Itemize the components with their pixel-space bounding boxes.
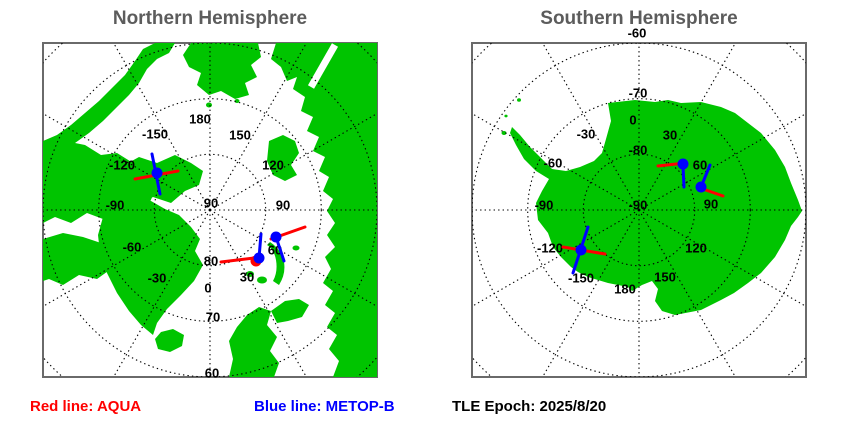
grid-label: 30 (663, 128, 677, 143)
north-hemisphere-title: Northern Hemisphere (112, 8, 308, 29)
satellite-dot (695, 181, 707, 193)
grid-label: -60 (628, 26, 647, 41)
land-baffin (43, 233, 117, 285)
legend-tle-epoch: TLE Epoch: 2025/8/20 (452, 398, 607, 415)
grid-label: -90 (106, 198, 125, 213)
land-south-islet-2 (517, 98, 521, 102)
satellite-dot (151, 167, 163, 179)
satellite-dot (677, 158, 689, 170)
grid-label: -90 (535, 198, 554, 213)
grid-label: -120 (537, 241, 563, 256)
grid-label: 70 (206, 310, 220, 325)
grid-label: -60 (123, 240, 142, 255)
south-grid-labels: 0 30 60 90 120 150 180 -30 -60 -90 -120 -150 -90 -80 -… (535, 26, 719, 297)
grid-label: 90 (204, 196, 218, 211)
land-greenland (98, 199, 203, 335)
satellite-dot (575, 244, 587, 256)
land-alaska (43, 43, 175, 165)
grid-label: 60 (205, 366, 219, 381)
north-satellite-markers (133, 152, 307, 267)
south-map: 0 30 60 90 120 150 180 -30 -60 -90 -120 -150 -90 -80 -… (472, 26, 806, 377)
grid-label: 120 (262, 158, 284, 173)
land-islet-3 (154, 211, 164, 219)
grid-label: 30 (240, 270, 254, 285)
satellite-dot (253, 252, 265, 264)
land-chukotka (183, 43, 261, 99)
grid-label: 0 (204, 281, 211, 296)
north-map: 1801501209060300-30-60-90-120-1509080706… (43, 43, 377, 381)
land-svalbard (246, 271, 254, 277)
grid-label: 150 (654, 270, 676, 285)
grid-label: 150 (229, 128, 251, 143)
land-islet-2 (234, 99, 240, 103)
grid-label: -70 (629, 86, 648, 101)
grid-label: 90 (276, 198, 290, 213)
grid-label: -90 (629, 198, 648, 213)
land-antarctica (510, 100, 802, 315)
land-russia (271, 43, 377, 377)
grid-label: -150 (142, 127, 168, 142)
land-severnaya-zemlya (267, 135, 299, 181)
land-franz-josef (292, 245, 300, 251)
north-graticule (43, 43, 377, 377)
grid-label: 120 (685, 241, 707, 256)
grid-label: -150 (568, 271, 594, 286)
grid-label: 0 (629, 113, 636, 128)
land-islet-4 (169, 220, 177, 226)
south-satellite-markers (561, 158, 725, 275)
grid-label: -30 (148, 271, 167, 286)
south-graticule (472, 43, 806, 377)
land-south-islet-3 (504, 114, 508, 118)
metop-b-track-line (681, 164, 686, 189)
land-ellesmere (119, 155, 203, 205)
grid-label: -30 (577, 127, 596, 142)
land-canada-arctic (43, 141, 153, 223)
grid-label: -60 (544, 156, 563, 171)
north-grid-labels: 1801501209060300-30-60-90-120-1509080706… (106, 112, 291, 381)
grid-label: 180 (614, 282, 636, 297)
legend-metop-b: Blue line: METOP-B (254, 398, 395, 415)
land-svalbard-2 (257, 276, 267, 284)
grid-label: 90 (704, 197, 718, 212)
satellite-dot (270, 231, 282, 243)
south-map-panel: 0 30 60 90 120 150 180 -30 -60 -90 -120 -150 -90 -80 -… (471, 26, 807, 378)
land-islet-1 (206, 102, 212, 108)
north-map-panel: 180 150 120 90 60 30 0 -30 -60 -90 -120 -150 90 80 70 6… (42, 42, 378, 381)
legend-aqua: Red line: AQUA (30, 398, 142, 415)
south-hemisphere-title: Southern Hemisphere (540, 8, 738, 29)
land-scandinavia (229, 307, 279, 377)
north-land-layer (43, 43, 377, 377)
land-south-islet-1 (501, 131, 507, 135)
grid-label: 80 (204, 254, 218, 269)
grid-label: 60 (693, 158, 707, 173)
south-land-layer (501, 98, 802, 315)
land-iceland (155, 329, 184, 352)
grid-label: 180 (189, 112, 211, 127)
land-kola (271, 299, 309, 323)
grid-label: -120 (109, 158, 135, 173)
grid-label: -80 (629, 143, 648, 158)
aqua-track-line (701, 187, 725, 198)
